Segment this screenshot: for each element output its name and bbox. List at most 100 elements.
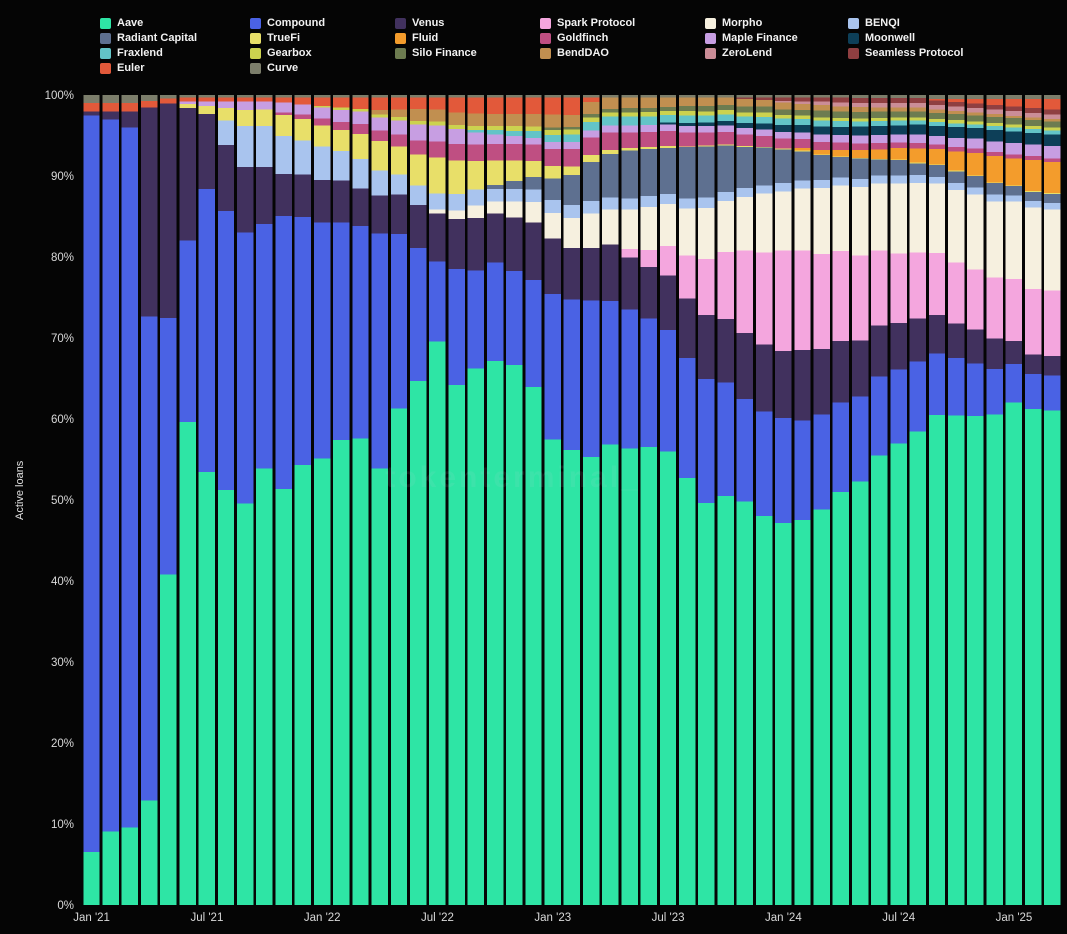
bar-segment-truefi[interactable] — [717, 144, 734, 146]
bar-segment-compound[interactable] — [83, 115, 100, 852]
bar-segment-benddao[interactable] — [525, 113, 542, 127]
bar-segment-gearbox[interactable] — [1044, 127, 1061, 131]
bar-segment-goldfinch[interactable] — [525, 144, 542, 161]
legend-item-spark-protocol[interactable]: Spark Protocol — [540, 16, 705, 31]
bar-segment-truefi[interactable] — [851, 157, 869, 159]
bar-segment-moonwell[interactable] — [1005, 131, 1023, 143]
bar-segment-maple-finance[interactable] — [698, 125, 715, 133]
bar-segment-silo-finance[interactable] — [544, 127, 561, 131]
bar-segment-benddao[interactable] — [678, 97, 696, 107]
bar-segment-morpho[interactable] — [467, 205, 485, 218]
bar-segment-goldfinch[interactable] — [621, 132, 638, 149]
bar-segment-aave[interactable] — [871, 455, 888, 905]
bar-segment-curve[interactable] — [102, 95, 119, 104]
bar-segment-morpho[interactable] — [967, 194, 984, 270]
bar-segment-maple-finance[interactable] — [198, 101, 216, 106]
bar-segment-fluid[interactable] — [909, 148, 926, 163]
bar-segment-truefi[interactable] — [832, 156, 850, 158]
bar-segment-fraxlend[interactable] — [775, 118, 792, 126]
bar-segment-venus[interactable] — [179, 108, 196, 241]
bar-segment-truefi[interactable] — [659, 146, 677, 148]
bar-segment-euler[interactable] — [948, 98, 965, 102]
bar-segment-truefi[interactable] — [909, 162, 926, 164]
bar-segment-silo-finance[interactable] — [813, 110, 830, 118]
bar-segment-goldfinch[interactable] — [602, 132, 619, 150]
bar-segment-benqi[interactable] — [909, 174, 926, 183]
bar-segment-morpho[interactable] — [429, 209, 446, 214]
bar-segment-fraxlend[interactable] — [621, 116, 638, 126]
bar-segment-compound[interactable] — [390, 233, 408, 409]
bar-segment-aave[interactable] — [582, 456, 600, 905]
bar-segment-compound[interactable] — [890, 369, 907, 444]
bar-segment-radiant-capital[interactable] — [736, 146, 754, 189]
bar-segment-moonwell[interactable] — [1024, 132, 1042, 145]
bar-segment-venus[interactable] — [602, 244, 619, 301]
bar-segment-fraxlend[interactable] — [640, 116, 657, 125]
bar-segment-goldfinch[interactable] — [928, 144, 946, 149]
bar-segment-gearbox[interactable] — [813, 117, 830, 121]
bar-segment-gearbox[interactable] — [563, 129, 581, 135]
bar-segment-truefi[interactable] — [890, 159, 907, 161]
legend-item-maple-finance[interactable]: Maple Finance — [705, 31, 848, 46]
bar-segment-goldfinch[interactable] — [678, 132, 696, 147]
bar-segment-venus[interactable] — [409, 205, 427, 249]
bar-segment-maple-finance[interactable] — [352, 111, 369, 125]
bar-segment-maple-finance[interactable] — [409, 124, 427, 141]
bar-segment-radiant-capital[interactable] — [659, 147, 677, 195]
legend-item-truefi[interactable]: TrueFi — [250, 31, 395, 46]
bar-segment-fluid[interactable] — [851, 149, 869, 158]
bar-segment-compound[interactable] — [851, 396, 869, 482]
bar-segment-benqi[interactable] — [813, 179, 830, 189]
bar-segment-morpho[interactable] — [928, 183, 946, 254]
bar-segment-silo-finance[interactable] — [832, 111, 850, 118]
bar-segment-truefi[interactable] — [409, 154, 427, 186]
bar-segment-silo-finance[interactable] — [909, 111, 926, 118]
bar-segment-gearbox[interactable] — [640, 112, 657, 117]
bar-segment-aave[interactable] — [448, 385, 465, 905]
bar-segment-morpho[interactable] — [448, 210, 465, 219]
bar-segment-venus[interactable] — [237, 167, 254, 233]
bar-segment-benddao[interactable] — [736, 99, 754, 107]
bar-segment-truefi[interactable] — [736, 146, 754, 147]
legend-item-aave[interactable]: Aave — [100, 16, 250, 31]
bar-segment-zerolend[interactable] — [813, 101, 830, 105]
bar-segment-spark-protocol[interactable] — [678, 255, 696, 299]
bar-segment-compound[interactable] — [582, 300, 600, 457]
bar-segment-venus[interactable] — [448, 218, 465, 269]
bar-segment-radiant-capital[interactable] — [755, 147, 773, 186]
bar-segment-silo-finance[interactable] — [890, 111, 907, 118]
bar-segment-goldfinch[interactable] — [717, 132, 734, 145]
bar-segment-fluid[interactable] — [871, 149, 888, 159]
bar-segment-morpho[interactable] — [909, 182, 926, 253]
bar-segment-aave[interactable] — [83, 851, 100, 905]
bar-segment-euler[interactable] — [179, 97, 196, 102]
bar-segment-maple-finance[interactable] — [640, 124, 657, 132]
bar-segment-goldfinch[interactable] — [909, 143, 926, 149]
bar-segment-benddao[interactable] — [698, 97, 715, 107]
bar-segment-benqi[interactable] — [217, 120, 235, 146]
bar-segment-maple-finance[interactable] — [467, 132, 485, 145]
bar-segment-seamless-protocol[interactable] — [890, 98, 907, 103]
bar-segment-compound[interactable] — [256, 223, 273, 469]
bar-segment-aave[interactable] — [294, 464, 312, 905]
bar-segment-spark-protocol[interactable] — [832, 251, 850, 342]
bar-segment-morpho[interactable] — [948, 189, 965, 263]
bar-segment-zerolend[interactable] — [1044, 114, 1061, 119]
bar-segment-seamless-protocol[interactable] — [832, 97, 850, 103]
bar-segment-goldfinch[interactable] — [851, 143, 869, 150]
bar-segment-gearbox[interactable] — [333, 107, 350, 111]
bar-segment-curve[interactable] — [948, 95, 965, 99]
bar-segment-silo-finance[interactable] — [563, 126, 581, 130]
bar-segment-curve[interactable] — [275, 95, 292, 98]
bar-segment-silo-finance[interactable] — [871, 111, 888, 118]
bar-segment-radiant-capital[interactable] — [928, 165, 946, 177]
bar-segment-benddao[interactable] — [1044, 118, 1061, 122]
bar-segment-benqi[interactable] — [544, 200, 561, 213]
bar-segment-fraxlend[interactable] — [948, 123, 965, 128]
bar-segment-radiant-capital[interactable] — [640, 148, 657, 197]
bar-segment-benddao[interactable] — [371, 110, 388, 115]
bar-segment-moonwell[interactable] — [1044, 134, 1061, 147]
bar-segment-aave[interactable] — [140, 800, 158, 905]
bar-segment-benqi[interactable] — [640, 196, 657, 208]
bar-segment-benqi[interactable] — [736, 188, 754, 198]
